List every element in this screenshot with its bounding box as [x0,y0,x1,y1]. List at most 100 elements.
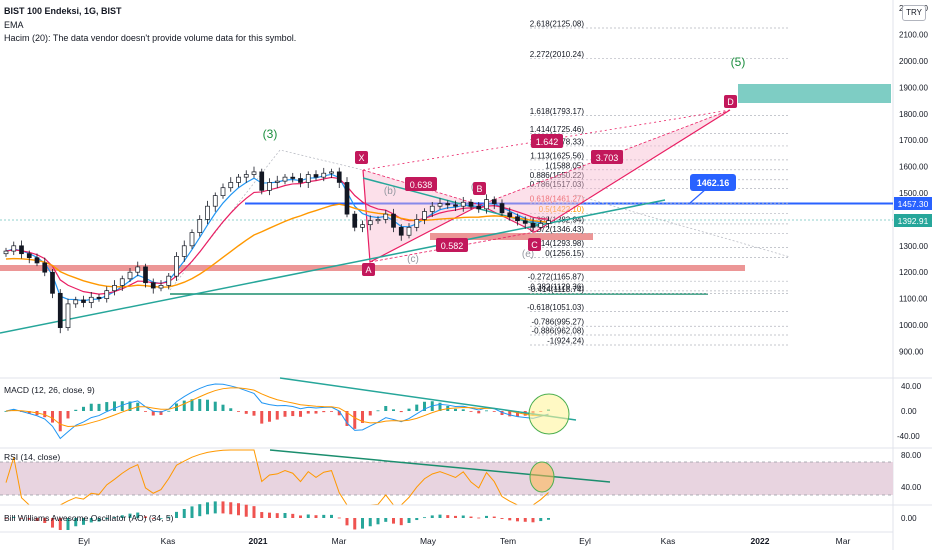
ao-bar-53 [415,518,419,521]
candle-9 [73,296,79,308]
macd-bar-24 [190,399,194,411]
candle-50 [391,208,396,233]
macd-bar-5 [43,411,47,418]
candle-63 [491,196,497,210]
fib-level-label-9: 0.618(1461.27) [530,195,585,204]
ao-bar-23 [182,508,186,518]
ao-histogram [4,501,550,530]
fib-level-label-17: -0.414(1118.74) [528,285,584,294]
candle-36 [282,173,288,185]
volume-legend[interactable]: Hacim (20): The data vendor doesn't prov… [4,33,297,43]
time-tick-3: Mar [332,536,347,546]
macd-tick-2: -40.00 [897,432,920,441]
ao-bar-36 [283,513,287,518]
last-price-label: 1392.91 [898,216,929,226]
macd-line [5,383,549,440]
candle-68 [530,218,536,231]
macd-bar-19 [151,411,155,416]
macd-bar-49 [384,406,388,411]
macd-bar-62 [485,410,488,412]
macd-bar-8 [66,411,70,419]
point-b-badge: B [473,182,486,195]
candle-2 [19,240,24,259]
ao-bar-62 [485,515,488,518]
point-x-badge: X [355,151,368,164]
macd-highlight-circle [528,393,570,435]
ao-bar-3 [27,518,31,520]
macd-bar-46 [361,411,364,423]
candle-67 [522,216,528,229]
macd-bar-42 [330,411,333,412]
last-price-tag [894,214,932,227]
candle-48 [375,216,381,224]
ao-bar-12 [97,518,101,522]
candle-33 [259,168,265,195]
ao-bar-46 [361,518,364,529]
candle-53 [414,214,420,232]
symbol-title[interactable]: BIST 100 Endeksi, 1G, BIST [4,6,122,16]
ratio-badge-abc: 0.582 [436,238,468,252]
price-candles [3,166,551,334]
rsi-highlight-circle [529,461,555,493]
macd-bar-14 [113,401,116,411]
macd-tick-0: 40.00 [901,382,922,391]
ao-bar-60 [469,516,473,518]
ao-bar-61 [477,517,481,519]
price-tick-6: 1600.00 [899,163,928,172]
candle-62 [484,194,489,214]
macd-bar-25 [198,399,202,411]
ao-bar-59 [461,515,465,518]
candle-37 [290,172,296,183]
candle-5 [42,257,48,277]
ao-bar-0 [4,518,8,519]
ao-bar-1 [12,516,16,518]
ao-bar-21 [167,516,171,518]
ao-bar-51 [399,518,403,526]
candle-61 [476,201,482,213]
ao-bar-39 [306,514,310,518]
currency-button[interactable]: TRY [902,5,926,21]
rsi-label: RSI (14, close) [4,452,60,462]
harmonic-ac-line [369,231,536,263]
ao-bar-33 [260,512,264,518]
price-tick-11: 1100.00 [899,295,928,304]
ratio-badge-xad: 3.703 [591,150,623,164]
macd-bar-34 [268,411,271,422]
macd-bar-60 [469,411,473,412]
wave-label-5: (5) [731,55,746,69]
fib-level-label-19: -0.786(995.27) [532,318,585,327]
candle-64 [499,199,505,216]
candle-20 [158,280,164,292]
ema-legend[interactable]: EMA [4,20,24,30]
macd-bar-48 [376,410,380,412]
fib-level-label-14: 0(1256.15) [545,249,584,258]
ao-bar-56 [438,514,442,518]
ao-bar-34 [268,512,271,518]
ao-bar-57 [446,515,450,518]
ao-bar-41 [322,514,326,518]
macd-bar-18 [144,411,147,412]
macd-bar-26 [206,399,209,411]
macd-bar-30 [237,411,240,412]
candle-29 [228,177,234,192]
candle-40 [313,170,319,181]
point-b-label: B [476,184,482,194]
candle-0 [3,247,9,257]
ao-bar-17 [136,512,140,518]
candle-51 [398,224,404,241]
ao-bar-63 [492,516,496,518]
macd-bar-20 [159,411,163,415]
price-tick-2: 2000.00 [899,57,928,66]
fib-level-label-20: -0.886(962.08) [532,327,585,336]
ao-bar-50 [392,518,395,524]
ao-bar-28 [221,501,225,514]
price-tick-13: 900.00 [899,347,924,356]
candle-65 [507,207,513,221]
ao-bar-18 [144,516,147,518]
candle-10 [81,295,86,308]
support-zone-upper [430,233,593,240]
candle-45 [352,210,358,232]
ao-bar-5 [43,518,47,523]
candle-21 [166,272,172,290]
